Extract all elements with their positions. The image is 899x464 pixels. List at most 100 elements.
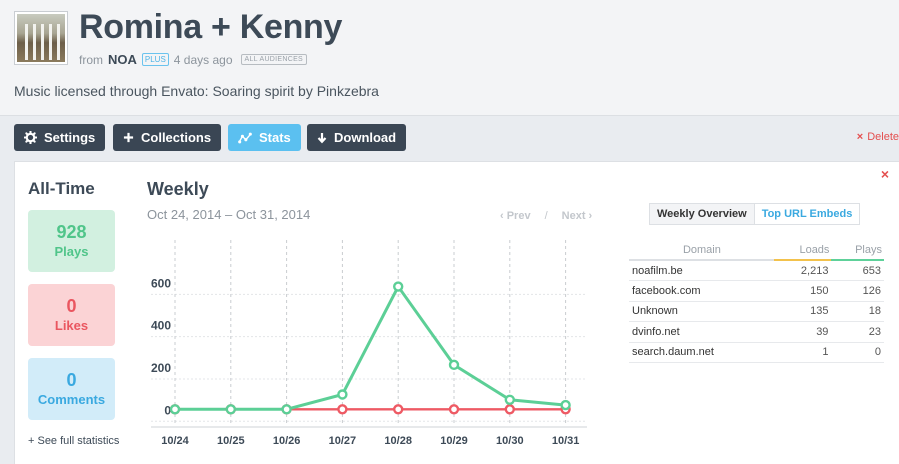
domain-cell: Unknown	[629, 301, 774, 322]
x-tick-label: 10/27	[329, 435, 357, 447]
comments-stat: 0 Comments	[28, 358, 115, 420]
gear-icon	[24, 131, 37, 144]
data-point	[169, 404, 181, 415]
embed-tabs: Weekly Overview Top URL Embeds	[649, 203, 861, 225]
table-header-row: Domain Loads Plays	[629, 240, 884, 261]
table-row: Unknown 135 18	[629, 301, 884, 322]
data-point	[393, 404, 404, 415]
data-point	[448, 404, 460, 415]
delete-label: Delete	[867, 131, 899, 143]
video-header: Romina + Kenny from NOA PLUS 4 days ago …	[0, 0, 899, 116]
likes-value: 0	[66, 296, 77, 316]
download-arrow-icon	[317, 132, 327, 144]
likes-label: Likes	[54, 318, 89, 333]
y-tick-label: 0	[164, 403, 171, 417]
alltime-heading: All-Time	[28, 179, 95, 198]
data-point	[281, 404, 292, 415]
delete-link[interactable]: × Delete	[857, 131, 899, 143]
owner-link[interactable]: NOA	[108, 52, 137, 67]
full-statistics-link[interactable]: + See full statistics	[28, 435, 120, 447]
video-title: Romina + Kenny	[79, 8, 343, 46]
column-header-plays: Plays	[831, 240, 884, 261]
data-point	[504, 404, 515, 415]
x-tick-label: 10/24	[161, 435, 189, 447]
loads-cell: 150	[773, 280, 832, 302]
stats-icon	[238, 132, 252, 144]
x-tick-label: 10/28	[384, 435, 412, 447]
y-tick-label: 200	[151, 361, 171, 375]
x-tick-label: 10/25	[217, 435, 245, 447]
thumbnail-image	[17, 14, 65, 62]
domain-cell: noafilm.be	[629, 260, 774, 281]
settings-label: Settings	[44, 130, 96, 145]
x-tick-label: 10/31	[552, 435, 580, 447]
table-row: dvinfo.net 39 23	[629, 321, 884, 343]
date-range: Oct 24, 2014 – Oct 31, 2014	[147, 207, 311, 222]
plus-icon	[123, 132, 134, 143]
tab-weekly-overview[interactable]: Weekly Overview	[650, 204, 755, 224]
stats-button[interactable]: Stats	[228, 124, 301, 151]
likes-stat: 0 Likes	[28, 284, 115, 346]
domain-cell: facebook.com	[629, 280, 774, 302]
collections-button[interactable]: Collections	[113, 124, 222, 151]
tab-top-url-embeds[interactable]: Top URL Embeds	[761, 208, 853, 220]
x-tick-label: 10/29	[440, 435, 468, 447]
y-tick-label: 400	[151, 319, 171, 333]
table-row: search.daum.net 1 0	[629, 342, 884, 363]
pager-separator: /	[544, 210, 548, 222]
from-label: from	[79, 52, 103, 67]
weekly-heading: Weekly	[147, 179, 209, 199]
time-ago: 4 days ago	[173, 52, 233, 67]
column-header-domain: Domain	[629, 240, 774, 261]
plays-stat: 928 Plays	[28, 210, 115, 272]
settings-button[interactable]: Settings	[14, 124, 106, 151]
delete-x-icon: ×	[856, 131, 864, 143]
data-point	[393, 281, 404, 292]
comments-label: Comments	[37, 392, 106, 407]
data-point	[337, 389, 348, 400]
prev-link[interactable]: ‹ Prev	[500, 210, 531, 222]
video-description: Music licensed through Envato: Soaring s…	[14, 83, 379, 99]
comments-value: 0	[66, 370, 77, 390]
plays-label: Plays	[54, 244, 89, 259]
y-tick-label: 600	[151, 276, 171, 290]
action-toolbar: Settings Collections Stats Download × De…	[0, 116, 899, 160]
loads-cell: 135	[773, 301, 832, 322]
domain-table: Domain Loads Plays noafilm.be 2,213 653 …	[629, 240, 884, 363]
loads-cell: 1	[773, 342, 832, 363]
data-point	[337, 404, 348, 415]
collections-label: Collections	[141, 130, 212, 145]
series-line	[175, 285, 566, 411]
stats-panel: × All-Time 928 Plays 0 Likes 0 Comments …	[14, 161, 899, 464]
x-tick-label: 10/26	[273, 435, 301, 447]
stats-label: Stats	[259, 130, 291, 145]
audience-badge: ALL AUDIENCES	[240, 54, 308, 65]
domain-cell: dvinfo.net	[629, 321, 774, 343]
weekly-chart: 0 200 400 600 10/24 10/25 10/26 10/27 10/28 10/29…	[151, 240, 587, 447]
domain-cell: search.daum.net	[629, 342, 774, 363]
data-point	[560, 399, 571, 411]
loads-cell: 39	[773, 321, 832, 343]
table-row: facebook.com 150 126	[629, 280, 884, 302]
data-point	[504, 394, 515, 405]
x-tick-label: 10/30	[496, 435, 524, 447]
week-pager: ‹ Prev / Next ›	[500, 210, 592, 222]
data-point	[225, 404, 237, 415]
column-header-loads: Loads	[773, 240, 832, 261]
plays-cell: 23	[831, 321, 884, 343]
plays-cell: 653	[831, 260, 884, 281]
plays-cell: 18	[831, 301, 884, 322]
close-stats-icon[interactable]: ×	[880, 166, 889, 182]
video-thumbnail[interactable]	[14, 11, 68, 65]
download-button[interactable]: Download	[307, 124, 407, 151]
data-point	[448, 359, 460, 371]
table-row: noafilm.be 2,213 653	[629, 260, 884, 281]
loads-cell: 2,213	[773, 260, 832, 281]
next-link[interactable]: Next ›	[561, 210, 593, 222]
download-label: Download	[334, 130, 397, 145]
plays-cell: 126	[831, 280, 884, 302]
plus-badge: PLUS	[141, 53, 169, 66]
plays-cell: 0	[831, 342, 884, 363]
video-meta: from NOA PLUS 4 days ago ALL AUDIENCES	[79, 52, 308, 67]
plays-value: 928	[56, 222, 87, 242]
